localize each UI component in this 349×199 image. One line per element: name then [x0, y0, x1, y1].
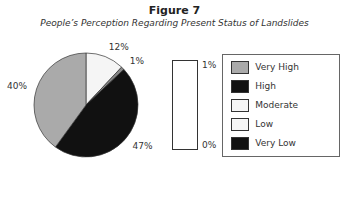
svg-text:1%: 1%	[130, 56, 145, 66]
html-text:Very Low: Very Low	[255, 138, 296, 148]
html-text:People’s Perception Regarding: People’s Perception Regarding Present St…	[40, 18, 309, 28]
html-text:Low: Low	[255, 119, 273, 129]
svg-text:12%: 12%	[109, 42, 129, 52]
html-text:Very High: Very High	[255, 62, 299, 72]
html-text:Figure 7: Figure 7	[148, 4, 201, 17]
html-text:High: High	[255, 81, 276, 91]
html-text:1%: 1%	[202, 60, 217, 70]
svg-text:47%: 47%	[133, 141, 153, 151]
svg-text:40%: 40%	[7, 81, 27, 91]
html-text:Moderate: Moderate	[255, 100, 299, 110]
html-text:0%: 0%	[202, 140, 217, 150]
